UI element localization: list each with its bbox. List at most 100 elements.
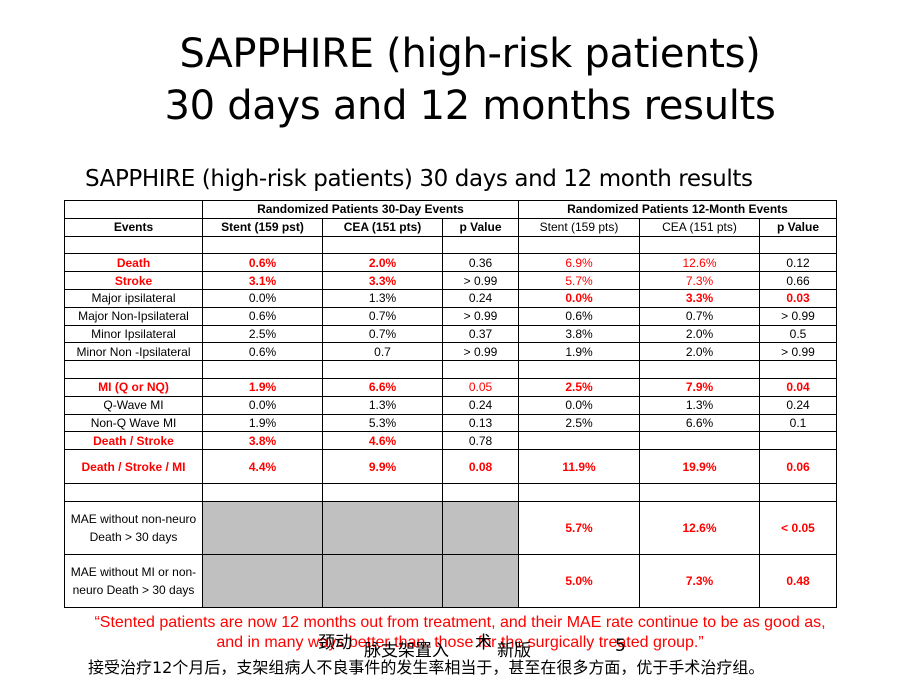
cell: 0.7% bbox=[639, 306, 760, 326]
row-label: Minor Non -Ipsilateral bbox=[64, 342, 203, 362]
cell: 0.7 bbox=[322, 342, 443, 362]
group-12month-header: Randomized Patients 12-Month Events bbox=[518, 200, 837, 219]
shaded-cell bbox=[442, 553, 519, 608]
table-row: MAE without MI or non-neuro Death > 30 d… bbox=[64, 553, 837, 608]
row-label: Major ipsilateral bbox=[64, 288, 203, 308]
table-caption: SAPPHIRE (high-risk patients) 30 days an… bbox=[85, 166, 753, 192]
cell: 0.05 bbox=[442, 377, 519, 397]
cell: 0.6% bbox=[202, 253, 323, 273]
header-stent-12: Stent (159 pts) bbox=[518, 217, 640, 237]
cell: 2.0% bbox=[639, 324, 760, 344]
watermark-text-b: 脉支架置入 bbox=[364, 641, 449, 661]
cell: 0.37 bbox=[442, 324, 519, 344]
cell: 0.03 bbox=[759, 288, 837, 308]
cell: 0.13 bbox=[442, 413, 519, 433]
table-row: Minor Ipsilateral 2.5% 0.7% 0.37 3.8% 2.… bbox=[64, 324, 837, 344]
row-label: Stroke bbox=[64, 271, 203, 290]
cell: 3.1% bbox=[202, 271, 323, 290]
cell bbox=[64, 360, 203, 379]
cell: 9.9% bbox=[322, 449, 443, 485]
group-30day-header: Randomized Patients 30-Day Events bbox=[202, 200, 519, 219]
cell bbox=[64, 483, 203, 502]
shaded-cell bbox=[322, 553, 443, 608]
table-group-header-row: Randomized Patients 30-Day Events Random… bbox=[64, 200, 837, 219]
row-label: Non-Q Wave MI bbox=[64, 413, 203, 433]
cell bbox=[639, 483, 760, 502]
cell bbox=[64, 235, 203, 255]
cell bbox=[639, 431, 760, 451]
cell bbox=[518, 360, 640, 379]
header-p-12: p Value bbox=[759, 217, 837, 237]
title-line-2: 30 days and 12 months results bbox=[164, 83, 776, 129]
cell: 19.9% bbox=[639, 449, 760, 485]
cell bbox=[442, 360, 519, 379]
table-row: Major ipsilateral 0.0% 1.3% 0.24 0.0% 3.… bbox=[64, 288, 837, 308]
cell: > 0.99 bbox=[442, 342, 519, 362]
cell: 6.9% bbox=[518, 253, 640, 273]
cell bbox=[322, 360, 443, 379]
cell: 4.6% bbox=[322, 431, 443, 451]
chinese-summary: 接受治疗12个月后，支架组病人不良事件的发生率相当于，甚至在很多方面，优于手术治… bbox=[88, 658, 765, 677]
cell: 0.1 bbox=[759, 413, 837, 433]
cell: 0.0% bbox=[202, 288, 323, 308]
cell bbox=[518, 483, 640, 502]
cell bbox=[202, 235, 323, 255]
results-table: Randomized Patients 30-Day Events Random… bbox=[64, 200, 837, 608]
header-cea-30: CEA (151 pts) bbox=[322, 217, 443, 237]
cell: 0.48 bbox=[759, 553, 837, 608]
cell: 0.78 bbox=[442, 431, 519, 451]
row-label: MI (Q or NQ) bbox=[64, 377, 203, 397]
cell bbox=[322, 235, 443, 255]
table-row bbox=[64, 483, 837, 502]
table-row bbox=[64, 235, 837, 255]
table-row: Major Non-Ipsilateral 0.6% 0.7% > 0.99 0… bbox=[64, 306, 837, 326]
cell: 11.9% bbox=[518, 449, 640, 485]
cell: 0.7% bbox=[322, 324, 443, 344]
cell: 0.0% bbox=[202, 395, 323, 415]
cell: 0.6% bbox=[202, 306, 323, 326]
cell: > 0.99 bbox=[759, 342, 837, 362]
cell: 5.7% bbox=[518, 500, 640, 555]
cell: 0.06 bbox=[759, 449, 837, 485]
corner-cell bbox=[64, 200, 203, 219]
cell: 0.24 bbox=[442, 395, 519, 415]
watermark-text-c: 术 bbox=[475, 633, 492, 653]
cell: 7.3% bbox=[639, 271, 760, 290]
header-stent-30: Stent (159 pst) bbox=[202, 217, 323, 237]
cell bbox=[639, 360, 760, 379]
cell bbox=[759, 431, 837, 451]
cell: 0.0% bbox=[518, 288, 640, 308]
cell: 3.8% bbox=[518, 324, 640, 344]
cell: 0.36 bbox=[442, 253, 519, 273]
cell bbox=[518, 235, 640, 255]
cell bbox=[322, 483, 443, 502]
cell: 12.6% bbox=[639, 500, 760, 555]
header-cea-12: CEA (151 pts) bbox=[639, 217, 760, 237]
cell: 1.3% bbox=[639, 395, 760, 415]
table-row: Q-Wave MI 0.0% 1.3% 0.24 0.0% 1.3% 0.24 bbox=[64, 395, 837, 415]
cell: 5.0% bbox=[518, 553, 640, 608]
cell: 4.4% bbox=[202, 449, 323, 485]
cell bbox=[759, 483, 837, 502]
cell: 1.3% bbox=[322, 288, 443, 308]
header-events: Events bbox=[64, 217, 203, 237]
cell: 3.3% bbox=[322, 271, 443, 290]
cell bbox=[202, 360, 323, 379]
cell: 0.08 bbox=[442, 449, 519, 485]
cell: 12.6% bbox=[639, 253, 760, 273]
row-label: Death bbox=[64, 253, 203, 273]
cell: 1.9% bbox=[202, 377, 323, 397]
cell: 2.5% bbox=[518, 413, 640, 433]
header-p-30: p Value bbox=[442, 217, 519, 237]
cell: 0.0% bbox=[518, 395, 640, 415]
cell: 0.24 bbox=[759, 395, 837, 415]
table-row: Non-Q Wave MI 1.9% 5.3% 0.13 2.5% 6.6% 0… bbox=[64, 413, 837, 433]
table-row bbox=[64, 360, 837, 379]
row-label: Q-Wave MI bbox=[64, 395, 203, 415]
cell: 2.5% bbox=[202, 324, 323, 344]
shaded-cell bbox=[322, 500, 443, 555]
cell: 0.66 bbox=[759, 271, 837, 290]
row-label: Death / Stroke bbox=[64, 431, 203, 451]
cell: 0.04 bbox=[759, 377, 837, 397]
cell: 0.6% bbox=[202, 342, 323, 362]
